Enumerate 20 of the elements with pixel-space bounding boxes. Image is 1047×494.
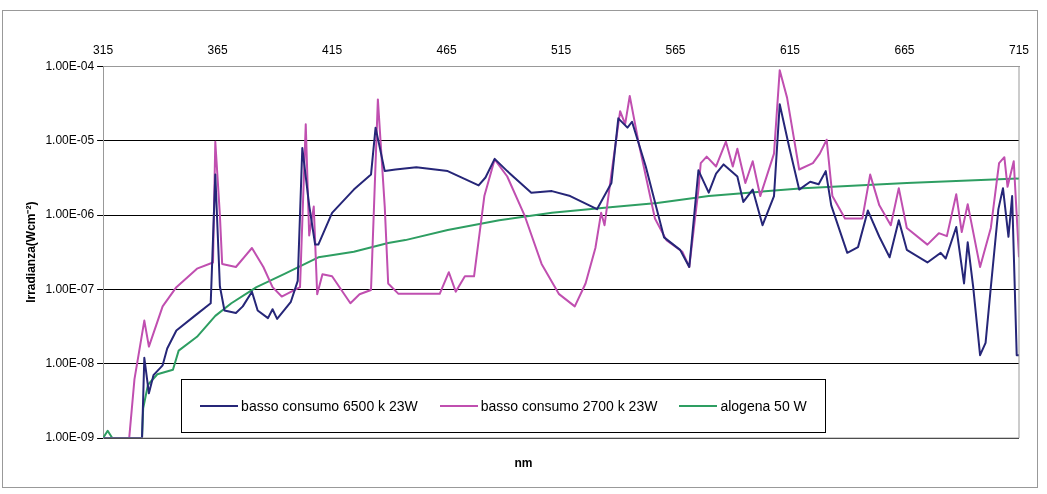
legend-label: basso consumo 6500 k 23W: [241, 398, 418, 414]
x-tick-label: 615: [780, 42, 801, 57]
x-tick-label: 365: [207, 42, 228, 57]
x-tick-label: 515: [551, 42, 572, 57]
y-axis-title: Irradianza(Wcm⁻²): [23, 201, 38, 303]
legend-label: alogena 50 W: [720, 398, 807, 414]
y-tick-label: 1.00E-07: [45, 281, 95, 296]
x-tick-label: 665: [894, 42, 915, 57]
y-tick-label: 1.00E-08: [45, 355, 95, 370]
x-tick-label: 315: [93, 42, 114, 57]
y-tick-label: 1.00E-05: [45, 133, 95, 148]
x-tick-label: 415: [322, 42, 343, 57]
x-tick-label: 465: [436, 42, 457, 57]
y-tick-label: 1.00E-06: [45, 207, 95, 222]
legend-label: basso consumo 2700 k 23W: [480, 398, 658, 414]
x-tick-label: 565: [665, 42, 686, 57]
x-tick-label: 715: [1008, 42, 1030, 57]
y-tick-label: 1.00E-04: [45, 58, 95, 73]
y-tick-label: 1.00E-09: [45, 430, 95, 445]
x-axis-title: nm: [513, 456, 534, 470]
